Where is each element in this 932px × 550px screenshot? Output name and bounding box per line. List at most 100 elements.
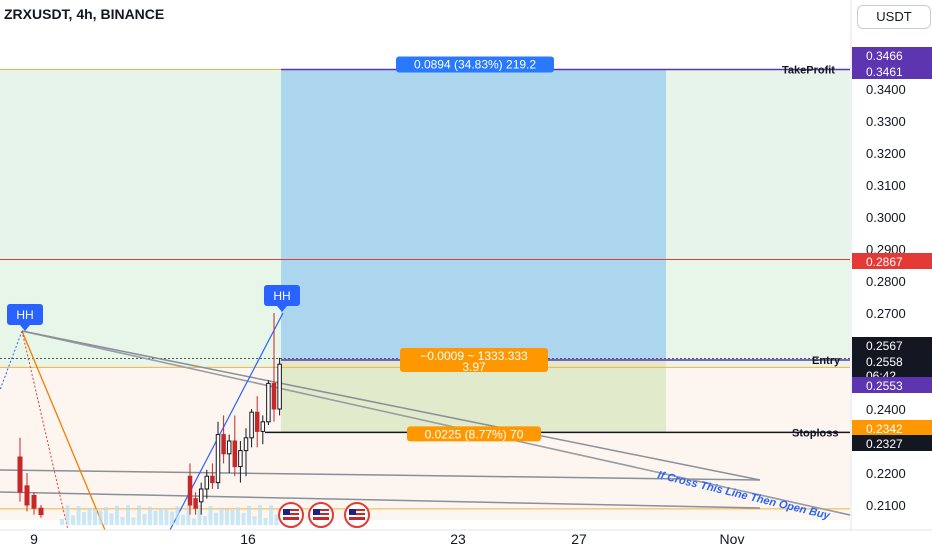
red-level-price-badge [852, 253, 932, 269]
target-zone [281, 69, 666, 361]
us-flag-event-icon-stripe [283, 515, 299, 517]
candle-body [226, 440, 232, 455]
x-tick-label: 23 [450, 531, 466, 547]
volume-bar [153, 510, 158, 525]
candle-body [243, 437, 249, 452]
candle-body [187, 475, 193, 506]
stop-pill-box [407, 426, 541, 442]
entry-price-badge [852, 377, 932, 393]
price-scale [851, 0, 932, 550]
red-level-price-value: 0.2867 [866, 255, 903, 269]
volume-bar [214, 512, 218, 525]
stop-orange-price-badge [852, 420, 932, 436]
currency-unit-button[interactable]: USDT [857, 5, 931, 29]
stop-pill-text: 0.0225 (8.77%) 70 [425, 427, 524, 441]
y-tick-label: 0.2800 [866, 274, 906, 289]
volume-bar [137, 505, 141, 525]
orange-fan-line [21, 330, 106, 531]
candle-body [204, 475, 210, 490]
stop-orange-price-value: 0.2342 [866, 422, 903, 436]
us-flag-event-icon-stripes [313, 509, 329, 520]
stop-price-badge [852, 435, 932, 451]
volume-bar [208, 505, 213, 525]
us-flag-event-icon-canton [283, 509, 290, 515]
candle-body [24, 485, 30, 506]
us-flag-event-icon-stripes [349, 509, 365, 520]
volume-bar [225, 509, 229, 525]
volume-bar [230, 509, 235, 525]
volume-bar [87, 507, 92, 525]
take-profit-price-value: 0.3461 [866, 65, 903, 79]
candle-body [38, 507, 44, 516]
volume-bar [148, 506, 152, 525]
volume-bar [142, 513, 147, 525]
candle-body [193, 498, 198, 509]
us-flag-event-icon-stripe [313, 515, 329, 517]
volume-bar [76, 506, 81, 525]
candle-body [238, 450, 243, 468]
volume-bar [131, 517, 136, 525]
volume-bar [159, 508, 163, 525]
center-pill-text: −0.0009 ~ 1333.333 [420, 349, 528, 363]
y-tick-label: 0.3400 [866, 82, 906, 97]
volume-bar [175, 506, 180, 525]
target-pill-text: 0.0894 (34.83%) 219.2 [414, 57, 536, 71]
volume-bar [82, 512, 86, 525]
volume-bar [71, 515, 75, 525]
target-pill-box [396, 56, 554, 73]
stop-price-value: 0.2327 [866, 437, 903, 451]
volume-bar [269, 505, 273, 525]
us-flag-event-icon-stripe [313, 511, 329, 513]
candle-body [215, 434, 221, 484]
trend-line-3 [21, 330, 761, 481]
stoploss-label: Stoploss [792, 427, 838, 439]
volume-bar [197, 505, 202, 525]
candle-body [254, 411, 260, 432]
candle-body [249, 411, 254, 439]
last-price-value: 0.2558 [866, 355, 903, 369]
hh-marker-right-label: HH [273, 289, 290, 303]
y-tick-label: 0.3100 [866, 178, 906, 193]
hh-marker-left-pointer [20, 325, 30, 331]
take-profit-price-badge [852, 63, 932, 79]
candle-body [260, 421, 266, 432]
volume-bar [247, 505, 251, 525]
volume-bar [60, 519, 64, 525]
trend-line-4 [0, 469, 761, 481]
y-tick-label: 0.3000 [866, 210, 906, 225]
candle-body [31, 494, 37, 509]
y-tick-label: 0.2700 [866, 306, 906, 321]
volume-bar [258, 505, 262, 525]
volume-bar [65, 505, 70, 525]
volume-bar [274, 514, 279, 525]
candle-body [271, 382, 277, 410]
us-flag-event-icon-stripe [349, 515, 365, 517]
candle-body [221, 434, 226, 455]
volume-bar [203, 515, 207, 525]
y-tick-label: 0.3300 [866, 114, 906, 129]
us-flag-event-icon-canton [313, 509, 320, 515]
volume-bar [164, 508, 169, 525]
trend-line-5 [0, 491, 761, 509]
top-price-value: 0.3466 [866, 49, 903, 63]
entry-price-value: 0.2553 [866, 379, 903, 393]
x-tick-label: 16 [240, 531, 256, 547]
candle-body [17, 456, 23, 493]
take-profit-label: TakeProfit [782, 64, 835, 76]
volume-bar [186, 505, 191, 525]
us-flag-event-icon-canton [349, 509, 356, 515]
volume-bar [120, 516, 125, 525]
volume-bar [93, 509, 97, 525]
high-price-badge [852, 337, 932, 353]
center-pill-text: 3.97 [462, 360, 486, 374]
volume-bar [241, 512, 246, 525]
hh-marker-left-box [7, 304, 43, 325]
hh-marker-right-pointer [277, 306, 287, 312]
hh-marker-right-box [264, 285, 300, 306]
entry-label: Entry [812, 355, 841, 367]
candle-body [266, 382, 271, 423]
candle-body [198, 488, 204, 503]
blue-dotted-line [0, 330, 23, 391]
volume-bar [192, 518, 196, 525]
